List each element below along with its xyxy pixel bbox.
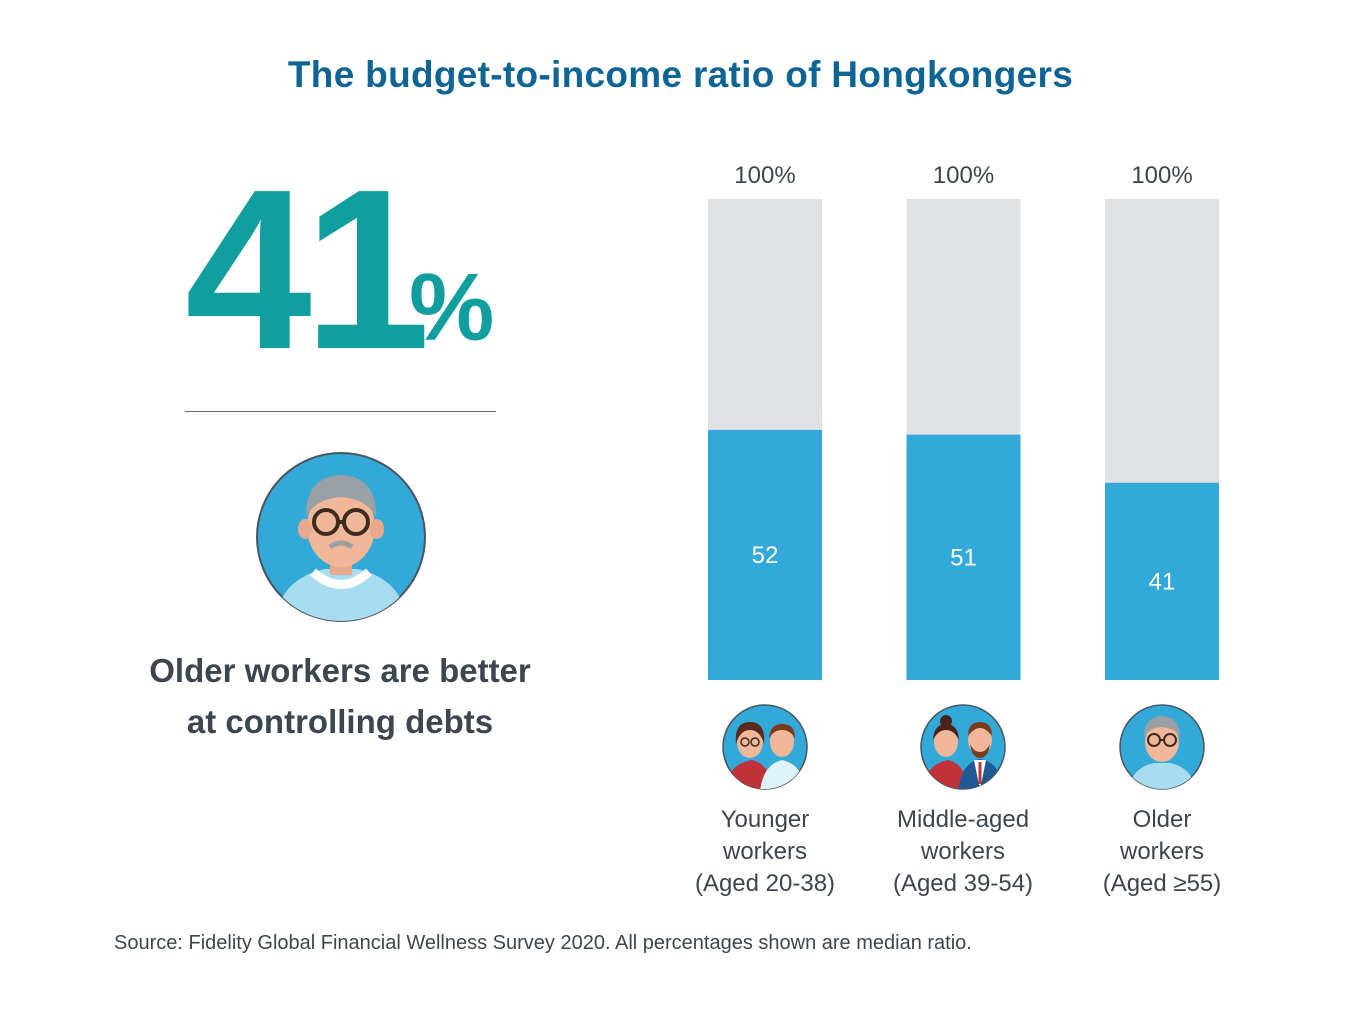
value-label-middle-aged: 51 bbox=[950, 544, 977, 571]
bar-value-middle-aged bbox=[906, 434, 1021, 680]
total-label-older: 100% bbox=[1131, 162, 1192, 189]
group-label-middle-aged-line-3: (Aged 39-54) bbox=[892, 870, 1034, 897]
group-label-older-line-3: (Aged ≥55) bbox=[1102, 870, 1222, 897]
group-label-younger-line-2: workers bbox=[722, 838, 807, 865]
group-label-middle-aged-line-1: Middle-aged bbox=[896, 806, 1030, 833]
middle-aged-workers-icon bbox=[920, 704, 1006, 790]
group-label-older-line-2: workers bbox=[1119, 838, 1204, 865]
highlight-percent-sign: % bbox=[409, 254, 495, 361]
source-note: Source: Fidelity Global Financial Wellne… bbox=[114, 932, 972, 954]
total-label-younger: 100% bbox=[734, 162, 795, 189]
group-label-younger: Younger workers (Aged 20-38) bbox=[665, 804, 865, 900]
divider bbox=[185, 411, 496, 412]
younger-workers-icon bbox=[722, 704, 808, 790]
value-label-older: 41 bbox=[1149, 568, 1176, 595]
bar-value-younger bbox=[708, 429, 822, 680]
group-label-older: Older workers (Aged ≥55) bbox=[1062, 804, 1262, 900]
total-label-middle-aged: 100% bbox=[933, 162, 994, 189]
bar-chart: 100% 52 100% 51 100% 41 bbox=[708, 162, 1219, 680]
older-workers-icon bbox=[1119, 704, 1205, 790]
group-label-middle-aged: Middle-aged workers (Aged 39-54) bbox=[863, 804, 1063, 900]
value-label-younger: 52 bbox=[752, 542, 779, 569]
bar-value-older bbox=[1105, 482, 1219, 680]
group-label-older-line-1: Older bbox=[1132, 806, 1192, 833]
group-label-younger-line-1: Younger bbox=[720, 806, 810, 833]
highlight-stat: 41 % bbox=[185, 150, 515, 390]
group-label-middle-aged-line-2: workers bbox=[920, 838, 1005, 865]
group-label-younger-line-3: (Aged 20-38) bbox=[694, 870, 836, 897]
chart-title: The budget-to-income ratio of Hongkonger… bbox=[287, 54, 1074, 95]
caption-line-2: at controlling debts bbox=[186, 703, 494, 740]
highlight-caption: Older workers are better at controlling … bbox=[100, 645, 580, 747]
highlight-value: 41 bbox=[185, 143, 431, 397]
caption-line-1: Older workers are better bbox=[149, 652, 531, 689]
older-worker-avatar-icon bbox=[256, 452, 426, 622]
